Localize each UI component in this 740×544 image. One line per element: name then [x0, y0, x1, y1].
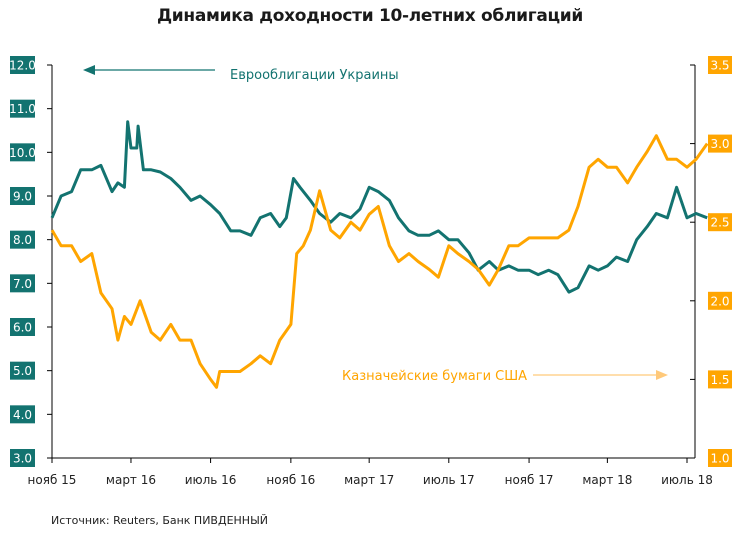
usa-arrow-head-icon [656, 370, 668, 380]
x-tick-label: март 18 [582, 473, 632, 487]
x-tick-label: нояб 15 [28, 473, 77, 487]
legend-ukraine: Еврооблигации Украины [230, 68, 399, 83]
left-tick-bg [10, 99, 35, 118]
x-tick-label: март 17 [344, 473, 394, 487]
left-tick-bg [10, 143, 35, 162]
right-tick-bg [708, 291, 732, 310]
left-tick-bg [10, 405, 35, 424]
chart-title: Динамика доходности 10-летних облигаций [156, 6, 584, 26]
axes: 3.0 4.0 5.0 6.0 7.0 8.0 9.0 10.0 11.0 12.0 1.0 1.5 2… [9, 56, 732, 487]
x-tick-label: нояб 17 [505, 473, 554, 487]
right-tick-bg [708, 449, 732, 467]
series-lines [50, 120, 709, 389]
x-tick-label: нояб 16 [266, 473, 315, 487]
left-tick-bg [10, 187, 35, 205]
right-tick-label: 1.5 [710, 373, 729, 387]
x-tick-label: июль 18 [661, 473, 713, 487]
right-tick-bg [708, 213, 732, 232]
right-tick-label: 1.0 [710, 452, 729, 466]
right-tick-label: 2.5 [710, 216, 729, 230]
left-tick-label: 6.0 [13, 321, 32, 335]
series-line-ukraine [50, 120, 708, 294]
right-tick-label: 3.0 [710, 137, 729, 151]
series-line-usa [50, 134, 709, 389]
ukraine-arrow-head-icon [83, 65, 95, 75]
left-tick-bg [10, 318, 35, 336]
left-tick-label: 5.0 [13, 364, 32, 378]
left-tick-bg [10, 56, 35, 74]
right-tick-bg [708, 370, 732, 389]
legend: Еврооблигации Украины Казначейские бумаг… [83, 65, 668, 384]
legend-usa: Казначейские бумаги США [342, 369, 527, 384]
left-tick-label: 8.0 [13, 233, 32, 247]
left-tick-label: 3.0 [13, 452, 32, 466]
left-tick-bg [10, 230, 35, 249]
left-tick-label: 11.0 [9, 102, 36, 116]
left-tick-label: 9.0 [13, 190, 32, 204]
x-tick-label: июль 17 [423, 473, 475, 487]
left-tick-label: 7.0 [13, 277, 32, 291]
right-tick-bg [708, 134, 732, 153]
left-tick-bg [10, 274, 35, 293]
x-tick-label: июль 16 [185, 473, 237, 487]
left-tick-label: 12.0 [9, 59, 36, 73]
right-tick-label: 3.5 [710, 59, 729, 73]
left-tick-label: 10.0 [9, 146, 36, 160]
source-note: Источник: Reuters, Банк ПИВДЕННЫЙ [51, 514, 269, 527]
left-tick-bg [10, 361, 35, 380]
x-tick-label: март 16 [106, 473, 156, 487]
left-tick-bg [10, 449, 35, 467]
left-tick-label: 4.0 [13, 408, 32, 422]
right-tick-bg [708, 56, 732, 74]
right-tick-label: 2.0 [710, 294, 729, 308]
